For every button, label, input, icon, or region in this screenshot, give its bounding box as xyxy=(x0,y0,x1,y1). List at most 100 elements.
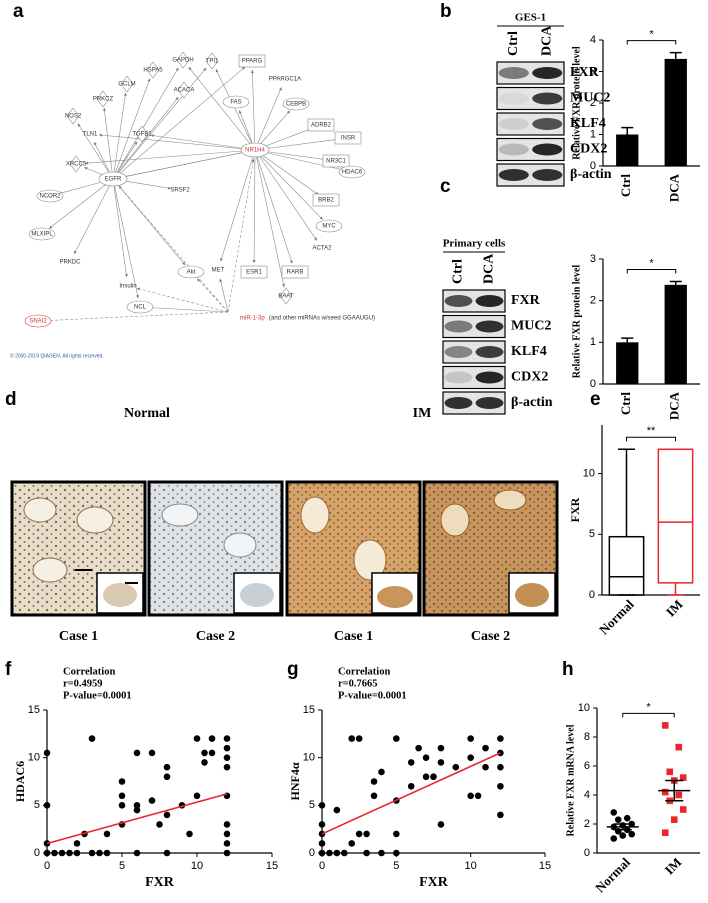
border xyxy=(10,480,147,617)
x-tick-label: 0 xyxy=(44,860,50,872)
point xyxy=(318,849,326,857)
point xyxy=(223,744,231,752)
node-label: miR-1-3p xyxy=(240,316,265,322)
node-label: TGFB1 xyxy=(132,132,152,138)
point xyxy=(333,806,341,814)
point xyxy=(103,830,111,838)
y-tick-label: 5 xyxy=(589,528,595,540)
point xyxy=(610,809,618,816)
point xyxy=(348,735,356,742)
point xyxy=(133,749,141,757)
node-shape xyxy=(205,52,219,70)
edge xyxy=(112,178,128,278)
point xyxy=(223,792,231,800)
band-label: MUC2 xyxy=(570,91,610,106)
edge xyxy=(84,149,256,165)
x-tick-label: Normal xyxy=(592,854,633,895)
band-label: MUC2 xyxy=(511,319,551,334)
y-tick-label: 10 xyxy=(28,752,40,764)
y-tick-label: 0 xyxy=(34,847,40,859)
band-label: KLF4 xyxy=(511,344,547,359)
node-shape xyxy=(176,51,190,69)
y-tick-label: 0 xyxy=(309,847,315,859)
point xyxy=(66,849,73,857)
point xyxy=(355,735,363,742)
band xyxy=(475,346,504,358)
edge xyxy=(252,149,256,264)
point xyxy=(133,806,141,814)
point xyxy=(675,791,683,799)
node-shape xyxy=(334,131,362,145)
group-label: IM xyxy=(413,406,432,421)
point xyxy=(193,735,201,742)
node-shape xyxy=(177,265,205,279)
node-label: NCL xyxy=(134,305,147,311)
inset-tissue xyxy=(103,583,137,607)
node-shape xyxy=(282,97,310,111)
point xyxy=(208,749,216,757)
edge xyxy=(102,107,114,180)
point xyxy=(133,849,141,857)
band xyxy=(444,346,473,358)
point xyxy=(393,849,400,857)
error-bar xyxy=(665,779,684,802)
x-tick-label: Ctrl xyxy=(618,392,633,415)
point xyxy=(318,840,326,847)
node-shape xyxy=(312,193,340,207)
y-tick-label: 10 xyxy=(303,752,315,764)
error-bar xyxy=(621,337,634,343)
node-label: TLN1 xyxy=(83,132,98,138)
y-tick-label: 5 xyxy=(309,799,315,811)
point xyxy=(341,849,348,857)
point xyxy=(619,832,627,839)
band xyxy=(498,67,529,79)
edge xyxy=(112,78,151,180)
y-tick-label: 2 xyxy=(590,295,596,307)
edge xyxy=(112,67,207,180)
y-tick-label: 10 xyxy=(578,702,590,714)
point xyxy=(370,792,378,800)
node-label: PPARG xyxy=(242,59,263,65)
node-shape xyxy=(66,107,80,125)
gland xyxy=(23,497,57,523)
edge xyxy=(121,149,256,179)
point xyxy=(497,811,504,819)
point xyxy=(661,722,669,729)
edge xyxy=(254,87,282,151)
point xyxy=(430,773,437,781)
node-shape xyxy=(240,265,268,279)
point xyxy=(437,759,445,766)
node-label: PRKDC xyxy=(59,260,81,266)
x-tick-label: IM xyxy=(663,597,686,620)
point xyxy=(467,792,474,800)
annotation: P-value=0.0001 xyxy=(338,690,407,701)
significance-bracket xyxy=(626,40,677,45)
point xyxy=(163,773,171,781)
node-label: PPARGC1A xyxy=(269,77,301,83)
point xyxy=(318,821,326,828)
group-label: Normal xyxy=(124,406,170,421)
node-label: NR1H4 xyxy=(245,148,265,154)
band-label: CDX2 xyxy=(570,142,607,157)
blot-title: Primary cells xyxy=(443,238,506,250)
point xyxy=(407,759,415,766)
node-label: GCLM xyxy=(118,82,135,88)
mirna-note: (and other miRNAs w/seed GGAAUGU) xyxy=(269,316,375,322)
y-axis-label: Relative FXR protein level xyxy=(571,46,582,160)
point xyxy=(223,830,231,838)
band xyxy=(532,118,563,130)
point xyxy=(348,840,356,847)
significance-bracket xyxy=(622,712,675,718)
point xyxy=(497,763,504,771)
error-bar xyxy=(669,51,682,59)
point xyxy=(497,735,504,742)
y-tick-label: 0 xyxy=(590,160,596,172)
point xyxy=(482,744,489,752)
y-axis-label: HDAC6 xyxy=(13,761,27,802)
edge xyxy=(112,92,127,180)
edge xyxy=(98,133,256,151)
annotation: r=0.4959 xyxy=(63,678,103,689)
band xyxy=(498,92,529,105)
edge xyxy=(254,149,285,288)
y-tick-label: 15 xyxy=(303,704,315,716)
